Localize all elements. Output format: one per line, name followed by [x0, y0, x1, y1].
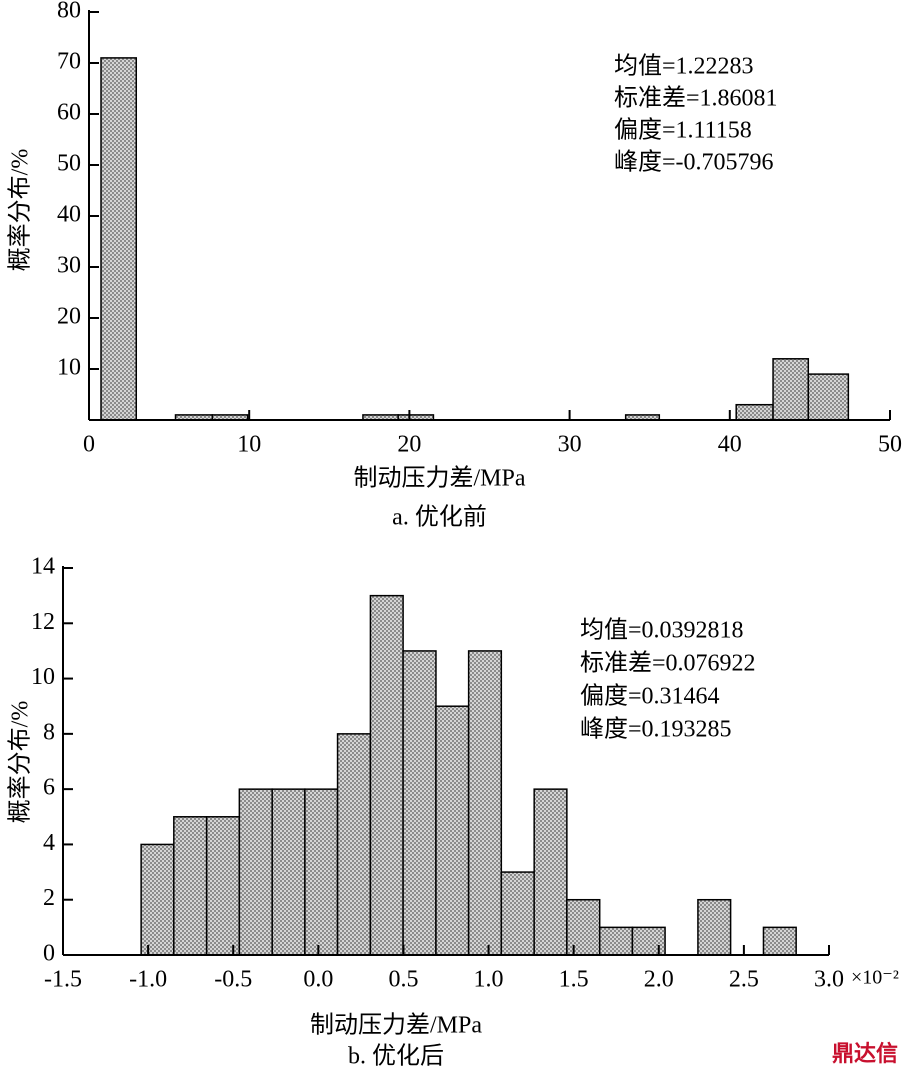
x-tick-label: -1.5	[44, 967, 82, 993]
y-tick-label: 8	[43, 719, 55, 745]
y-tick-label: 50	[57, 151, 81, 177]
annotation: 均值=0.0392818	[580, 617, 744, 644]
y-tick-label: 20	[57, 304, 81, 330]
x-tick-label: 20	[397, 432, 421, 458]
bar	[735, 403, 774, 421]
y-tick-label: 40	[57, 202, 81, 228]
bar	[304, 788, 339, 956]
bar	[467, 650, 503, 956]
y-tick-label: 30	[57, 253, 81, 279]
annotation: 偏度=1.11158	[614, 117, 752, 144]
y-tick-label: 70	[57, 49, 81, 75]
x-axis-label: 制动压力差/MPa	[353, 465, 525, 492]
y-tick-label: 60	[57, 100, 81, 126]
bar	[533, 788, 568, 956]
bar	[140, 843, 175, 956]
bar	[435, 705, 470, 956]
x-multiplier: ×10⁻²	[851, 967, 899, 989]
bar	[271, 788, 306, 956]
annotation: 标准差=1.86081	[614, 85, 778, 112]
y-tick-label: 10	[57, 355, 81, 381]
bar	[402, 650, 437, 956]
y-tick-label: 0	[43, 941, 55, 967]
annotation: 标准差=0.076922	[580, 650, 756, 677]
bar	[697, 898, 732, 956]
annotation: 峰度=-0.705796	[614, 149, 774, 176]
bar	[100, 57, 138, 421]
y-tick-label: 12	[31, 609, 55, 635]
bar	[807, 373, 850, 421]
y-tick-label: 10	[31, 664, 55, 690]
x-tick-label: 0.0	[303, 967, 333, 993]
x-tick-label: 3.0	[814, 967, 844, 993]
x-tick-label: 30	[558, 432, 582, 458]
y-tick-label: 80	[57, 0, 81, 24]
x-tick-label: 0	[83, 432, 95, 458]
caption: b. 优化后	[348, 1043, 444, 1070]
bar	[772, 358, 810, 421]
x-tick-label: 1.0	[474, 967, 504, 993]
bar	[631, 926, 666, 956]
y-tick-label: 14	[31, 554, 55, 580]
y-tick-label: 6	[43, 775, 55, 801]
x-tick-label: 2.5	[729, 967, 759, 993]
bar	[173, 816, 208, 956]
bar	[336, 733, 372, 956]
y-tick-label: 4	[43, 830, 55, 856]
x-tick-label: -0.5	[214, 967, 252, 993]
x-tick-label: 50	[878, 432, 902, 458]
y-axis-label: 概率分布/%	[7, 149, 34, 272]
annotation: 均值=1.22283	[614, 53, 754, 80]
x-axis-label: 制动压力差/MPa	[310, 1012, 482, 1039]
y-tick-label: 2	[43, 885, 55, 911]
bar	[369, 594, 404, 956]
y-axis-label: 概率分布/%	[7, 701, 34, 824]
watermark: 鼎达信	[832, 1041, 898, 1067]
x-tick-label: 2.0	[644, 967, 674, 993]
bar	[598, 926, 634, 956]
x-tick-label: 40	[718, 432, 742, 458]
bar	[238, 788, 273, 956]
x-tick-label: 1.5	[559, 967, 589, 993]
bar	[566, 898, 601, 956]
annotation: 峰度=0.193285	[580, 716, 732, 743]
annotation: 偏度=0.31464	[580, 683, 720, 710]
x-tick-label: 10	[237, 432, 261, 458]
caption: a. 优化前	[392, 504, 487, 531]
x-tick-label: 0.5	[388, 967, 418, 993]
bar	[762, 926, 797, 956]
bar	[500, 871, 535, 956]
x-tick-label: -1.0	[129, 967, 167, 993]
bar	[205, 816, 241, 956]
